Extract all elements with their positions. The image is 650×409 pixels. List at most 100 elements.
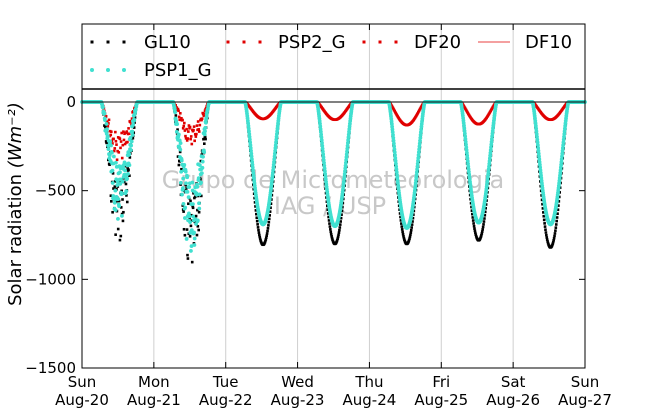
data-point <box>470 205 473 209</box>
data-point <box>187 214 192 219</box>
data-point <box>416 158 420 163</box>
data-point <box>106 147 111 152</box>
data-point <box>195 132 198 136</box>
data-point <box>482 223 485 226</box>
data-point <box>254 209 258 212</box>
data-point <box>115 183 120 187</box>
data-point <box>197 210 201 214</box>
data-point <box>196 194 200 198</box>
data-point <box>128 148 133 153</box>
legend-item-psp1-g: PSP1_G <box>90 60 212 81</box>
data-point <box>409 228 413 232</box>
data-point <box>410 223 414 226</box>
data-point <box>559 162 564 167</box>
data-point <box>557 200 561 203</box>
data-point <box>129 143 134 148</box>
data-point <box>391 141 396 146</box>
data-point <box>130 117 134 120</box>
data-point <box>555 216 559 219</box>
legend-marker <box>90 40 94 44</box>
x-tick-label-date: Aug-24 <box>343 391 397 409</box>
y-axis: 0 −500 −1000 −1500 <box>25 93 585 377</box>
data-point <box>272 154 277 159</box>
data-point <box>471 212 474 216</box>
data-point <box>109 143 113 148</box>
data-point <box>416 150 421 155</box>
data-point <box>254 205 257 208</box>
data-point <box>192 230 196 235</box>
data-point <box>417 147 422 152</box>
data-point <box>463 137 468 141</box>
data-point <box>192 128 195 132</box>
data-point <box>184 134 187 138</box>
data-point <box>111 194 116 198</box>
legend-marker <box>242 40 246 44</box>
x-tick-label-day: Wed <box>281 373 314 391</box>
data-point <box>183 205 188 210</box>
data-point <box>344 158 349 162</box>
data-point <box>108 139 113 144</box>
data-point <box>108 163 111 167</box>
data-point <box>335 238 339 242</box>
data-point <box>123 168 128 173</box>
data-point <box>110 168 115 173</box>
data-point <box>535 137 540 142</box>
data-point <box>104 126 108 130</box>
data-point <box>465 156 470 161</box>
y-tick-label: 0 <box>66 93 76 111</box>
data-point <box>472 222 475 225</box>
data-point <box>552 236 556 240</box>
data-point <box>109 194 113 198</box>
data-point <box>480 230 484 233</box>
data-point <box>109 150 114 155</box>
data-point <box>117 151 121 154</box>
data-point <box>202 137 205 141</box>
data-point <box>545 233 548 237</box>
data-point <box>110 200 113 203</box>
data-point <box>199 194 203 198</box>
data-point <box>256 223 259 226</box>
data-point <box>121 143 125 147</box>
data-point <box>187 124 191 127</box>
plot-frame <box>81 23 586 369</box>
data-point <box>546 240 549 243</box>
data-point <box>561 143 566 148</box>
data-point <box>185 127 188 131</box>
data-point <box>183 129 187 132</box>
data-point <box>559 157 564 162</box>
data-point <box>190 142 194 146</box>
data-point <box>464 148 469 152</box>
data-point <box>194 192 199 197</box>
data-point <box>269 206 272 210</box>
data-point <box>344 155 349 160</box>
data-point <box>474 234 478 238</box>
data-point <box>191 204 194 208</box>
data-point <box>273 143 278 148</box>
data-point <box>104 121 109 126</box>
data-point <box>250 162 255 167</box>
data-point <box>258 235 262 239</box>
data-point <box>107 153 112 157</box>
data-point <box>200 117 204 120</box>
data-point <box>125 130 129 133</box>
data-point <box>173 110 178 115</box>
data-point <box>393 153 397 157</box>
data-point <box>321 152 326 157</box>
data-point <box>271 162 276 167</box>
data-point <box>401 230 404 234</box>
data-point <box>329 232 333 236</box>
data-point <box>274 137 279 142</box>
data-point <box>190 213 193 217</box>
x-axis: SunAug-20MonAug-21TueAug-22WedAug-23ThuA… <box>55 24 612 409</box>
data-point <box>121 198 124 201</box>
legend-item-df10: DF10 <box>478 32 572 53</box>
data-point <box>200 118 203 122</box>
x-tick-label-day: Sun <box>571 373 600 391</box>
data-point <box>343 166 348 171</box>
data-point <box>399 215 402 219</box>
data-point <box>192 236 197 241</box>
data-point <box>129 139 134 144</box>
data-point <box>182 210 185 213</box>
data-point <box>537 154 541 159</box>
data-point <box>191 202 195 207</box>
